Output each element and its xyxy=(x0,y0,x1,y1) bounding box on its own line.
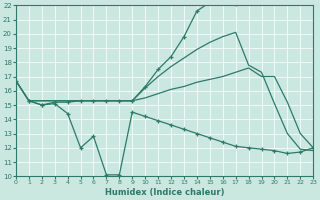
X-axis label: Humidex (Indice chaleur): Humidex (Indice chaleur) xyxy=(105,188,224,197)
